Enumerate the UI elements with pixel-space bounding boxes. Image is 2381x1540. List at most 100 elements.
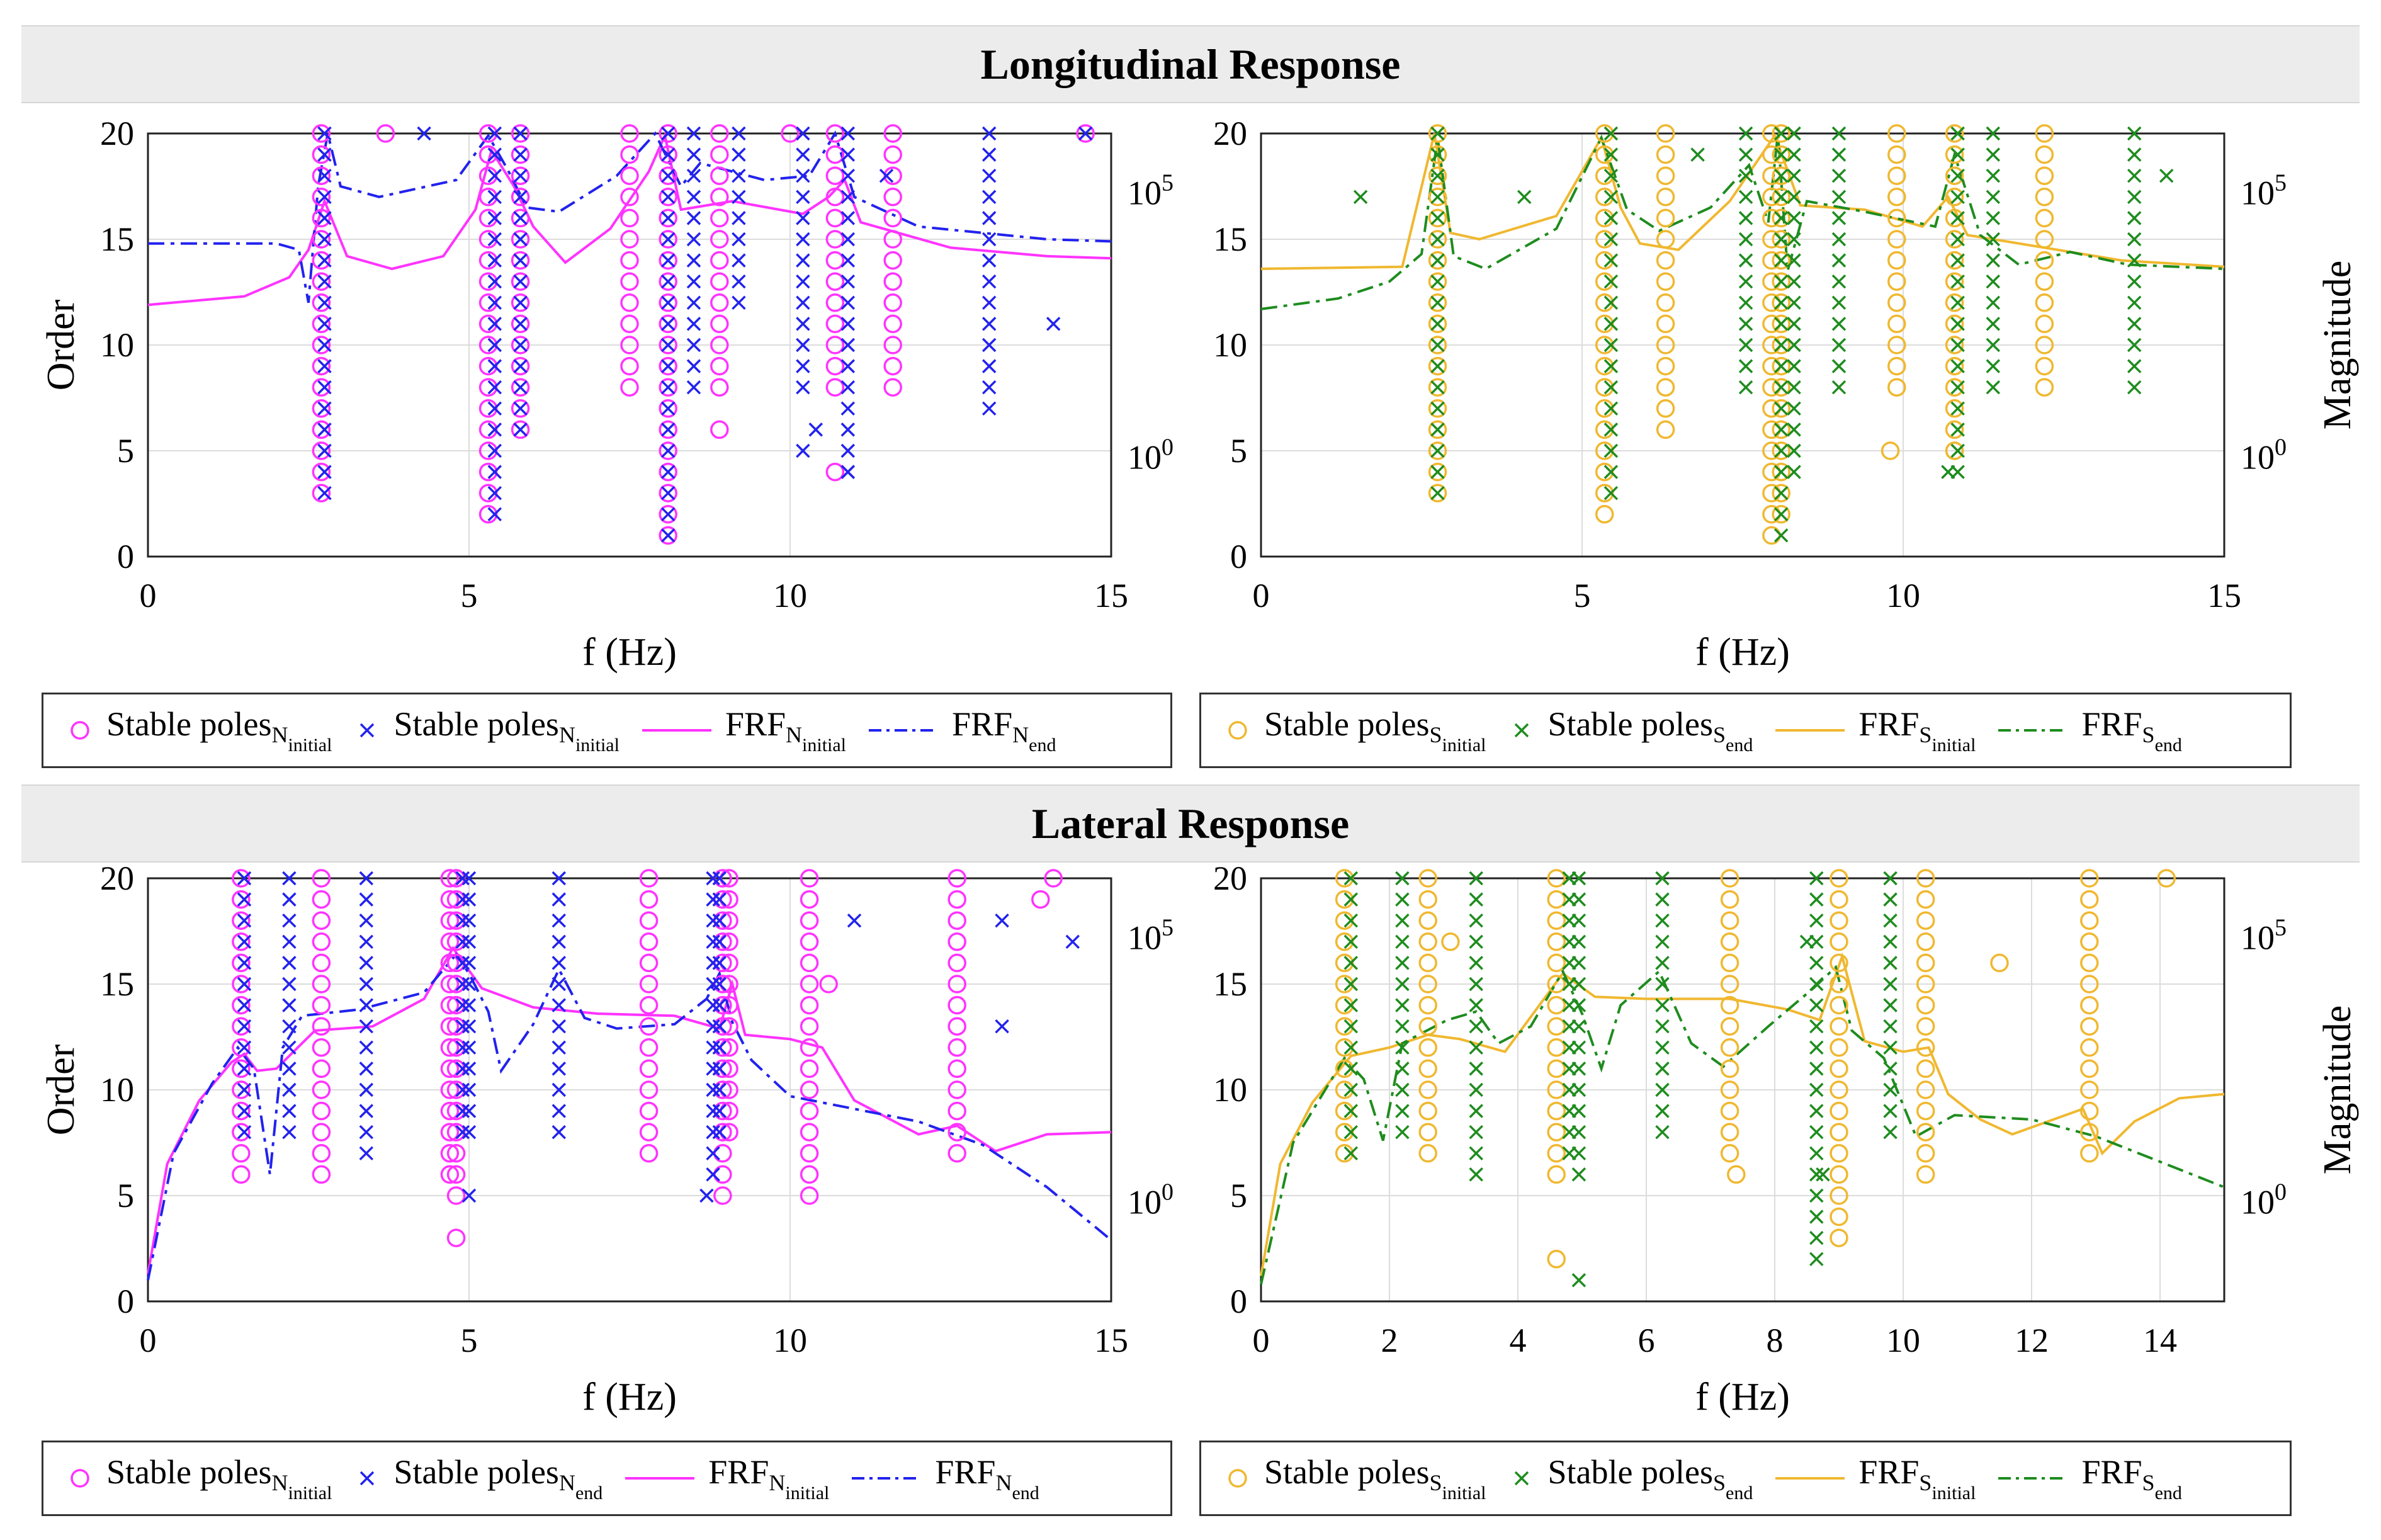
stable-pole-end-point (1430, 380, 1445, 395)
stable-pole-initial-point (1762, 505, 1781, 524)
stable-pole-end-point (1809, 1019, 1824, 1034)
stable-pole-end-point (317, 380, 332, 395)
stable-pole-end-point (1986, 147, 2001, 162)
stable-pole-end-point (487, 401, 502, 416)
x-tick-label: 5 (461, 577, 478, 614)
stable-pole-end-point (1430, 295, 1445, 310)
stable-pole-end-point (2127, 190, 2142, 205)
stable-pole-end-point (706, 1124, 720, 1140)
stable-pole-end-point (1950, 232, 1965, 247)
x-tick-label: 10 (773, 577, 807, 614)
stable-pole-initial-point (800, 932, 819, 951)
stable-pole-initial-point (312, 145, 331, 164)
stable-pole-end-point (1343, 1040, 1359, 1055)
stable-pole-end-point (1469, 1019, 1483, 1034)
stable-pole-initial-point (710, 124, 729, 143)
stable-pole-end-point (1430, 317, 1445, 331)
legend-long-S: Stable polesSinitial Stable polesSend FRFS… (1199, 693, 2292, 768)
stable-pole-initial-point (883, 166, 902, 185)
stable-pole-end-point (1571, 998, 1586, 1012)
stable-pole-end-point (282, 998, 297, 1012)
stable-pole-end-point (1655, 1040, 1670, 1055)
stable-pole-initial-point (1945, 251, 1964, 270)
stable-pole-initial-point (1656, 251, 1675, 270)
stable-pole-initial-point (1916, 1165, 1935, 1184)
stable-pole-end-point (1571, 1124, 1586, 1140)
stable-pole-end-point (1571, 977, 1586, 992)
stable-pole-end-point (1430, 359, 1445, 373)
stable-pole-end-point (1883, 1104, 1897, 1118)
legend-cross-icon (360, 1471, 375, 1486)
stable-pole-initial-point (1595, 420, 1614, 439)
stable-pole-end-point (1430, 465, 1445, 479)
stable-pole-end-point (840, 147, 856, 162)
stable-pole-initial-point (1441, 932, 1460, 951)
stable-pole-initial-point (1547, 869, 1566, 888)
stable-pole-end-point (1787, 253, 1801, 268)
stable-pole-initial-point (1762, 399, 1781, 418)
stable-pole-initial-point (1772, 293, 1790, 312)
stable-pole-initial-point (312, 314, 331, 334)
stable-pole-initial-point (1762, 356, 1781, 376)
stable-pole-end-point (1603, 274, 1619, 289)
stable-pole-end-point (1343, 1062, 1359, 1076)
stable-pole-initial-point (713, 1165, 732, 1184)
stable-pole-end-point (317, 190, 332, 205)
y-tick-label: 15 (1213, 965, 1247, 1003)
stable-pole-initial-point (825, 293, 845, 312)
stable-pole-initial-point (659, 462, 677, 482)
stable-pole-initial-point (825, 314, 845, 334)
stable-pole-end-point (1395, 913, 1410, 928)
y-tick-label: 20 (1213, 859, 1247, 897)
legend-line-icon (1998, 728, 2068, 732)
stable-pole-initial-point (2080, 1038, 2099, 1057)
stable-pole-end-point (455, 913, 470, 928)
stable-pole-initial-point (1418, 890, 1437, 909)
stable-pole-end-point (1950, 401, 1965, 416)
stable-pole-end-point (1787, 232, 1801, 247)
stable-pole-initial-point (446, 911, 466, 930)
stable-pole-initial-point (1762, 462, 1781, 482)
stable-pole-initial-point (800, 911, 819, 930)
stable-pole-end-point (317, 317, 332, 331)
stable-pole-initial-point (1547, 1123, 1566, 1141)
stable-pole-initial-point (620, 378, 639, 397)
stable-pole-end-point (840, 232, 856, 247)
stable-pole-initial-point (511, 399, 530, 418)
stable-pole-end-point (660, 485, 676, 501)
stable-pole-end-point (1655, 871, 1670, 886)
stable-pole-initial-point (511, 420, 530, 439)
stable-pole-end-point (1517, 190, 1532, 205)
y2-tick-label: 100 (2241, 1179, 2287, 1221)
stable-pole-end-point (282, 892, 297, 907)
stable-pole-initial-point (446, 1059, 466, 1079)
stable-pole-end-point (1809, 892, 1824, 907)
stable-pole-end-point (1655, 956, 1670, 970)
stable-pole-end-point (981, 190, 997, 205)
stable-pole-end-point (1738, 147, 1753, 162)
stable-pole-end-point (1773, 168, 1789, 183)
stable-pole-initial-point (710, 314, 729, 334)
stable-pole-end-point (1773, 528, 1789, 543)
stable-pole-end-point (732, 232, 746, 247)
stable-pole-end-point (1787, 147, 1801, 162)
stable-pole-end-point (1787, 317, 1801, 331)
stable-pole-initial-point (232, 1080, 251, 1099)
x-tick-label: 4 (1510, 1322, 1527, 1359)
stable-pole-end-point (2127, 147, 2142, 162)
stable-pole-initial-point (659, 208, 677, 228)
stable-pole-initial-point (446, 1123, 466, 1141)
stable-pole-initial-point (1044, 869, 1063, 888)
stable-pole-initial-point (1547, 953, 1566, 973)
stable-pole-end-point (487, 253, 502, 268)
stable-pole-end-point (1738, 168, 1753, 183)
stable-pole-initial-point (511, 293, 530, 312)
stable-pole-end-point (551, 1019, 567, 1034)
stable-pole-end-point (513, 126, 528, 141)
stable-pole-initial-point (478, 484, 498, 502)
stable-pole-end-point (1603, 337, 1619, 353)
stable-pole-initial-point (446, 1038, 466, 1057)
stable-pole-end-point (1787, 380, 1801, 395)
stable-pole-end-point (840, 274, 856, 289)
stable-pole-initial-point (781, 124, 800, 143)
